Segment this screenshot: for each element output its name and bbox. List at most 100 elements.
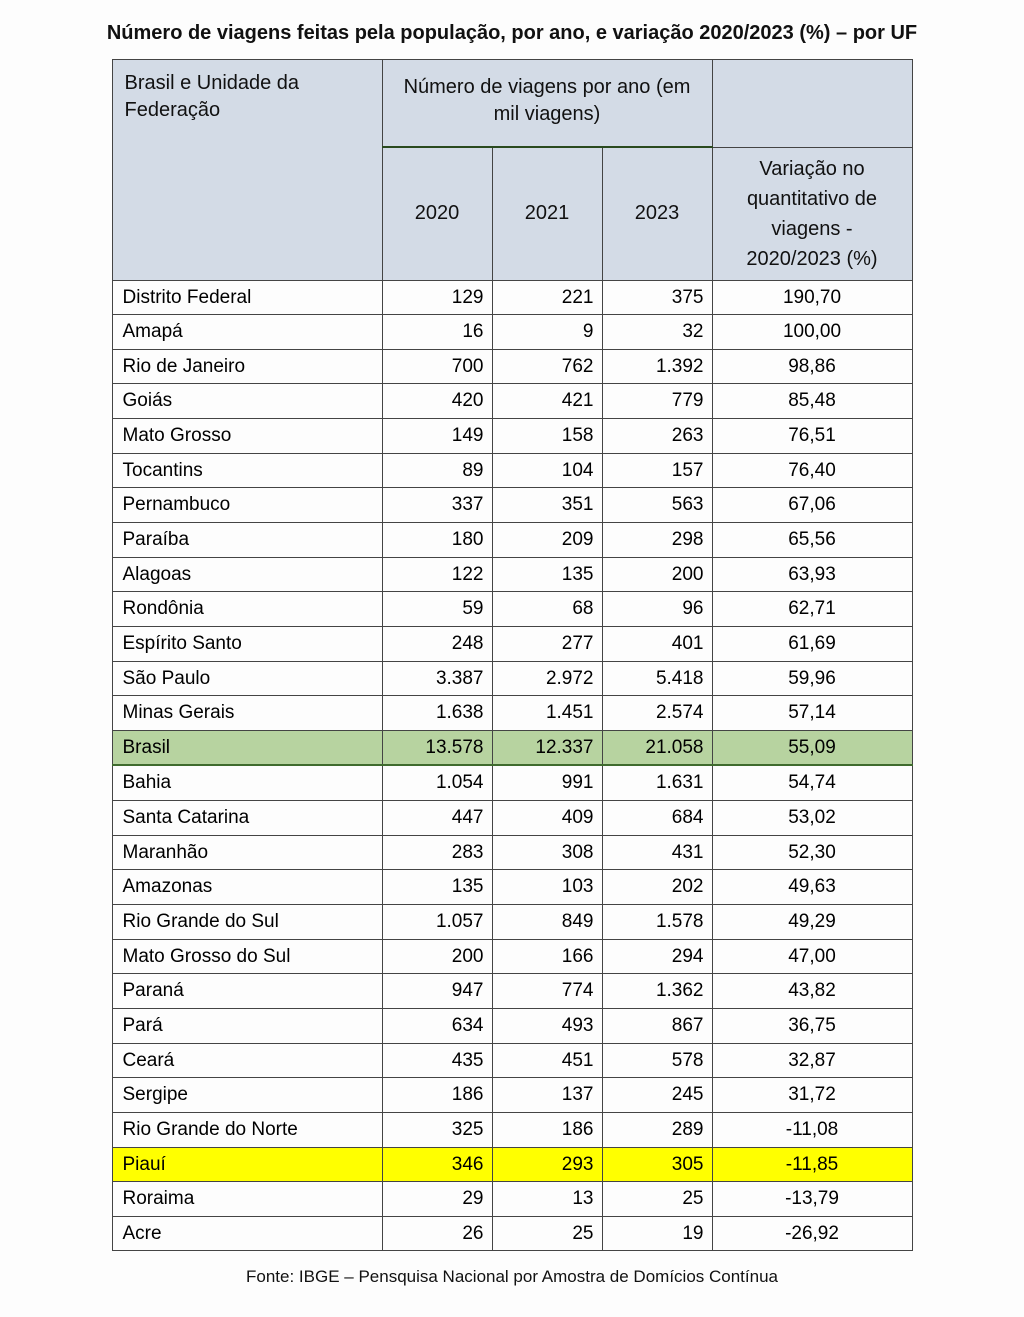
cell-y2021: 2.972 bbox=[492, 661, 602, 696]
table-row: Pará63449386736,75 bbox=[112, 1008, 912, 1043]
header-year-2021: 2021 bbox=[492, 147, 602, 280]
cell-y2023: 1.631 bbox=[602, 765, 712, 800]
cell-uf: Distrito Federal bbox=[112, 280, 382, 315]
cell-uf: Rondônia bbox=[112, 592, 382, 627]
cell-y2023: 294 bbox=[602, 939, 712, 974]
page-title: Número de viagens feitas pela população,… bbox=[40, 22, 984, 45]
cell-y2020: 447 bbox=[382, 801, 492, 836]
cell-y2020: 435 bbox=[382, 1043, 492, 1078]
cell-y2020: 135 bbox=[382, 870, 492, 905]
cell-uf: Bahia bbox=[112, 765, 382, 800]
trips-table: Brasil e Unidade da Federação Número de … bbox=[112, 59, 913, 1251]
table-row: Mato Grosso14915826376,51 bbox=[112, 419, 912, 454]
cell-y2020: 346 bbox=[382, 1147, 492, 1182]
cell-y2020: 180 bbox=[382, 522, 492, 557]
cell-y2020: 1.638 bbox=[382, 696, 492, 731]
cell-variation: 100,00 bbox=[712, 315, 912, 350]
table-row: Roraima291325-13,79 bbox=[112, 1182, 912, 1217]
cell-uf: Pernambuco bbox=[112, 488, 382, 523]
table-row: São Paulo3.3872.9725.41859,96 bbox=[112, 661, 912, 696]
cell-uf: Amapá bbox=[112, 315, 382, 350]
cell-y2021: 209 bbox=[492, 522, 602, 557]
table-row: Paraná9477741.36243,82 bbox=[112, 974, 912, 1009]
cell-y2023: 578 bbox=[602, 1043, 712, 1078]
cell-variation: 76,51 bbox=[712, 419, 912, 454]
table-row: Paraíba18020929865,56 bbox=[112, 522, 912, 557]
cell-y2021: 103 bbox=[492, 870, 602, 905]
cell-y2021: 293 bbox=[492, 1147, 602, 1182]
cell-y2021: 12.337 bbox=[492, 730, 602, 765]
cell-y2023: 298 bbox=[602, 522, 712, 557]
cell-y2020: 186 bbox=[382, 1078, 492, 1113]
header-blank bbox=[712, 60, 912, 148]
cell-y2020: 947 bbox=[382, 974, 492, 1009]
cell-variation: 59,96 bbox=[712, 661, 912, 696]
cell-uf: Tocantins bbox=[112, 453, 382, 488]
table-header: Brasil e Unidade da Federação Número de … bbox=[112, 60, 912, 281]
cell-variation: -11,08 bbox=[712, 1112, 912, 1147]
table-row: Ceará43545157832,87 bbox=[112, 1043, 912, 1078]
cell-y2023: 684 bbox=[602, 801, 712, 836]
table-row: Mato Grosso do Sul20016629447,00 bbox=[112, 939, 912, 974]
cell-y2023: 779 bbox=[602, 384, 712, 419]
table-row: Maranhão28330843152,30 bbox=[112, 835, 912, 870]
cell-variation: 65,56 bbox=[712, 522, 912, 557]
cell-uf: Sergipe bbox=[112, 1078, 382, 1113]
cell-uf: Maranhão bbox=[112, 835, 382, 870]
table-row: Piauí346293305-11,85 bbox=[112, 1147, 912, 1182]
table-row: Bahia1.0549911.63154,74 bbox=[112, 765, 912, 800]
cell-variation: 52,30 bbox=[712, 835, 912, 870]
cell-y2020: 248 bbox=[382, 626, 492, 661]
cell-y2023: 5.418 bbox=[602, 661, 712, 696]
cell-y2023: 263 bbox=[602, 419, 712, 454]
cell-y2021: 451 bbox=[492, 1043, 602, 1078]
cell-y2021: 421 bbox=[492, 384, 602, 419]
cell-uf: Roraima bbox=[112, 1182, 382, 1217]
cell-uf: São Paulo bbox=[112, 661, 382, 696]
cell-variation: 43,82 bbox=[712, 974, 912, 1009]
cell-variation: 49,63 bbox=[712, 870, 912, 905]
cell-y2020: 13.578 bbox=[382, 730, 492, 765]
table-row: Minas Gerais1.6381.4512.57457,14 bbox=[112, 696, 912, 731]
cell-y2020: 122 bbox=[382, 557, 492, 592]
cell-variation: 36,75 bbox=[712, 1008, 912, 1043]
cell-y2021: 277 bbox=[492, 626, 602, 661]
cell-y2023: 19 bbox=[602, 1216, 712, 1251]
cell-y2023: 245 bbox=[602, 1078, 712, 1113]
cell-uf: Amazonas bbox=[112, 870, 382, 905]
table-row: Pernambuco33735156367,06 bbox=[112, 488, 912, 523]
cell-y2020: 29 bbox=[382, 1182, 492, 1217]
cell-y2020: 1.054 bbox=[382, 765, 492, 800]
cell-y2023: 200 bbox=[602, 557, 712, 592]
page-container: Número de viagens feitas pela população,… bbox=[0, 0, 1024, 1317]
cell-y2020: 337 bbox=[382, 488, 492, 523]
cell-y2020: 325 bbox=[382, 1112, 492, 1147]
header-uf: Brasil e Unidade da Federação bbox=[112, 60, 382, 281]
table-row: Acre262519-26,92 bbox=[112, 1216, 912, 1251]
cell-y2021: 9 bbox=[492, 315, 602, 350]
cell-uf: Rio Grande do Sul bbox=[112, 905, 382, 940]
cell-variation: 62,71 bbox=[712, 592, 912, 627]
cell-y2023: 1.362 bbox=[602, 974, 712, 1009]
cell-variation: 49,29 bbox=[712, 905, 912, 940]
cell-uf: Pará bbox=[112, 1008, 382, 1043]
cell-uf: Rio Grande do Norte bbox=[112, 1112, 382, 1147]
header-variation: Variação no quantitativo de viagens - 20… bbox=[712, 147, 912, 280]
cell-variation: 57,14 bbox=[712, 696, 912, 731]
cell-variation: 32,87 bbox=[712, 1043, 912, 1078]
cell-y2023: 289 bbox=[602, 1112, 712, 1147]
cell-y2020: 16 bbox=[382, 315, 492, 350]
cell-y2023: 2.574 bbox=[602, 696, 712, 731]
cell-y2020: 634 bbox=[382, 1008, 492, 1043]
cell-uf: Espírito Santo bbox=[112, 626, 382, 661]
cell-y2020: 420 bbox=[382, 384, 492, 419]
table-row: Rio Grande do Sul1.0578491.57849,29 bbox=[112, 905, 912, 940]
cell-uf: Santa Catarina bbox=[112, 801, 382, 836]
table-row: Espírito Santo24827740161,69 bbox=[112, 626, 912, 661]
cell-variation: 98,86 bbox=[712, 349, 912, 384]
cell-y2021: 774 bbox=[492, 974, 602, 1009]
cell-variation: -11,85 bbox=[712, 1147, 912, 1182]
cell-y2020: 26 bbox=[382, 1216, 492, 1251]
table-row: Alagoas12213520063,93 bbox=[112, 557, 912, 592]
cell-y2021: 493 bbox=[492, 1008, 602, 1043]
